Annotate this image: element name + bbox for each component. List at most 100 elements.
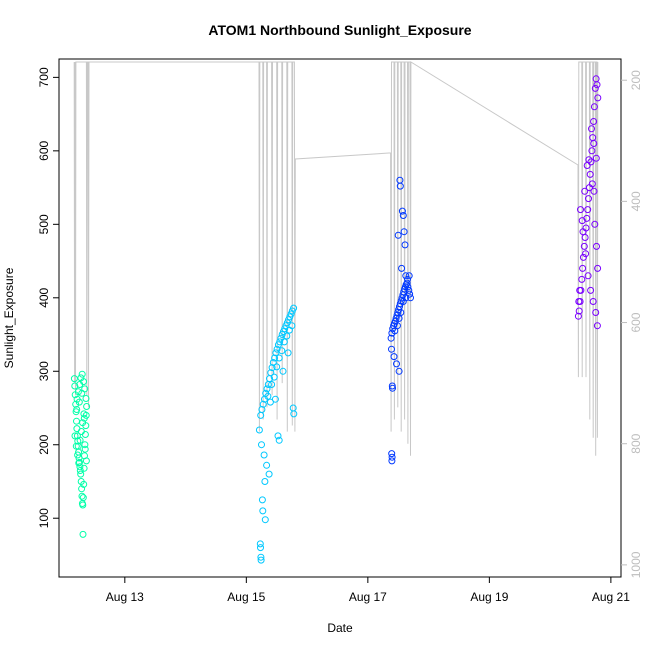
data-point (283, 332, 291, 340)
data-point (584, 206, 592, 214)
data-point (584, 272, 592, 280)
data-point (404, 275, 411, 283)
data-point (80, 480, 88, 488)
data-point (278, 347, 286, 355)
data-point (578, 217, 586, 225)
data-point (77, 470, 85, 478)
data-point (594, 264, 602, 272)
data-point (267, 369, 275, 377)
data-point (388, 382, 396, 390)
secondary-line (73, 61, 599, 456)
data-point (577, 206, 584, 214)
data-point (71, 382, 79, 390)
data-point (255, 426, 263, 434)
data-point (72, 442, 80, 450)
data-point (590, 118, 598, 125)
data-point (580, 242, 588, 250)
data-point (271, 395, 279, 403)
data-point (593, 322, 601, 330)
y2-tick-label: 400 (629, 191, 643, 211)
data-point (257, 553, 265, 561)
data-point (290, 304, 298, 312)
series-4 (574, 75, 602, 330)
data-point (259, 507, 267, 515)
data-point (401, 241, 409, 249)
data-point (275, 436, 283, 444)
data-point (583, 162, 591, 169)
data-point (586, 170, 594, 178)
data-point (82, 457, 90, 465)
x-axis-label: Date (327, 621, 353, 635)
data-point (265, 470, 273, 478)
data-point (268, 381, 276, 388)
data-point (257, 556, 265, 564)
data-point (388, 453, 396, 461)
data-point (74, 388, 82, 396)
data-point (76, 458, 83, 466)
series-2 (255, 304, 298, 564)
data-point (575, 298, 583, 305)
data-point (594, 94, 602, 102)
data-point (405, 272, 413, 280)
data-point (587, 286, 595, 294)
y-tick-label: 100 (37, 508, 51, 528)
x-tick-label: Aug 17 (349, 590, 387, 604)
data-point (396, 182, 404, 190)
data-point (405, 286, 413, 294)
data-point (264, 392, 272, 400)
y2-tick-label: 200 (629, 70, 643, 90)
y-tick-label: 500 (37, 214, 51, 234)
data-point (406, 290, 414, 298)
data-point (263, 461, 271, 469)
data-point (402, 272, 410, 280)
data-point (257, 544, 264, 552)
data-point (70, 375, 78, 383)
data-point (579, 253, 587, 261)
data-point (397, 309, 405, 316)
data-point (81, 441, 89, 449)
data-point (260, 451, 268, 459)
data-point (387, 334, 395, 342)
data-point (80, 410, 88, 418)
data-point (591, 220, 599, 228)
y-tick-label: 600 (37, 141, 51, 161)
chart-title: ATOM1 Northbound Sunlight_Exposure (208, 22, 471, 38)
data-point (261, 516, 269, 524)
y2-tick-label: 800 (629, 433, 643, 453)
data-point (590, 140, 598, 147)
data-point (76, 467, 84, 474)
data-point (593, 81, 601, 89)
data-point (585, 195, 592, 203)
data-point (83, 403, 91, 410)
data-point (588, 180, 596, 188)
data-point (402, 294, 410, 302)
data-point (258, 406, 266, 413)
data-point (590, 103, 598, 111)
data-point (279, 367, 287, 375)
data-point (74, 451, 82, 459)
data-point (276, 338, 284, 346)
data-point (273, 345, 281, 353)
data-point (259, 400, 267, 408)
data-point (575, 307, 583, 315)
data-point (78, 370, 86, 378)
data-point (587, 158, 595, 166)
data-point (388, 345, 395, 353)
data-point (579, 228, 587, 236)
data-point (81, 445, 89, 453)
data-point (582, 250, 590, 258)
data-point (79, 494, 87, 502)
data-point (270, 373, 278, 381)
data-point (592, 154, 600, 162)
data-point (266, 398, 274, 406)
data-point (75, 459, 83, 467)
y-axis-label: Sunlight_Exposure (2, 267, 16, 368)
data-point (268, 364, 276, 372)
x-tick-label: Aug 21 (592, 590, 630, 604)
data-point (588, 147, 596, 155)
data-point (589, 298, 597, 305)
data-point (593, 242, 600, 250)
